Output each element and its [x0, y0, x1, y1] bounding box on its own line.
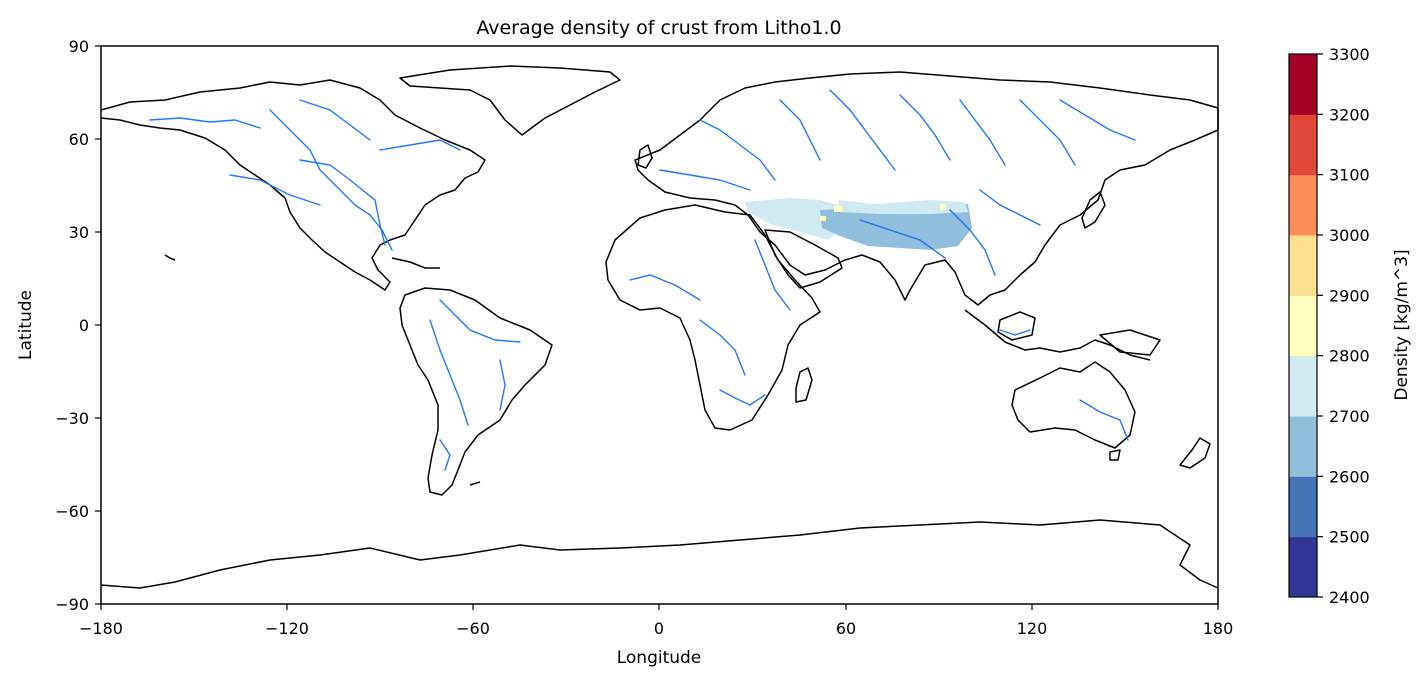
- y-axis-label: Latitude: [16, 290, 36, 360]
- x-tick: −60: [456, 604, 490, 638]
- x-axis: −180 −120 −60 0 60 120 180 Longitude: [79, 604, 1233, 668]
- x-tick: 120: [1017, 604, 1048, 638]
- x-tick-label: −180: [79, 619, 123, 638]
- x-tick: 180: [1203, 604, 1234, 638]
- colorbar-tick-label: 3000: [1329, 226, 1370, 245]
- colorbar-segment: [1289, 416, 1317, 477]
- y-tick: 60: [69, 130, 101, 149]
- colorbar-tick-label: 2500: [1329, 528, 1370, 547]
- y-tick: 0: [79, 316, 101, 335]
- colorbar-ticks: 2400 2500 2600 2700 2800 2900 3000 3100 3200 3300: [1317, 45, 1370, 607]
- colorbar-tick-label: 3100: [1329, 166, 1370, 185]
- y-tick-label: −60: [55, 502, 89, 521]
- colorbar-segment: [1289, 175, 1317, 236]
- colorbar-segment: [1289, 295, 1317, 356]
- y-axis: 90 60 30 0 −30 −60 −90 Latitude: [16, 37, 101, 614]
- x-tick: 60: [836, 604, 856, 638]
- colorbar: 2400 2500 2600 2700 2800 2900 3000 3100 3200 3300…: [1289, 45, 1412, 607]
- x-axis-label: Longitude: [617, 648, 702, 668]
- colorbar-tick-label: 2800: [1329, 347, 1370, 366]
- x-tick: −120: [265, 604, 309, 638]
- y-tick: 30: [69, 223, 101, 242]
- colorbar-segment: [1289, 537, 1317, 598]
- heatmap-high-1: [834, 206, 842, 212]
- y-tick-label: 0: [79, 316, 89, 335]
- x-tick-label: −120: [265, 619, 309, 638]
- colorbar-tick-label: 3200: [1329, 105, 1370, 124]
- y-tick: −90: [55, 595, 101, 614]
- map-area: [101, 46, 1218, 604]
- colorbar-segment: [1289, 235, 1317, 296]
- colorbar-tick-label: 2400: [1329, 588, 1370, 607]
- y-tick: −30: [55, 409, 101, 428]
- y-tick-label: 90: [69, 37, 89, 56]
- chart-title: Average density of crust from Litho1.0: [476, 17, 841, 39]
- colorbar-segment: [1289, 356, 1317, 417]
- colorbar-segment: [1289, 54, 1317, 115]
- y-tick-label: −90: [55, 595, 89, 614]
- x-tick: 0: [654, 604, 664, 638]
- colorbar-tick-label: 2900: [1329, 286, 1370, 305]
- y-tick-label: 30: [69, 223, 89, 242]
- x-tick-label: 60: [836, 619, 856, 638]
- y-tick-label: 60: [69, 130, 89, 149]
- y-tick: −60: [55, 502, 101, 521]
- x-tick-label: 180: [1203, 619, 1234, 638]
- x-tick-label: 0: [654, 619, 664, 638]
- colorbar-tick-label: 2600: [1329, 467, 1370, 486]
- colorbar-tick-label: 2700: [1329, 407, 1370, 426]
- colorbar-tick-label: 3300: [1329, 45, 1370, 64]
- colorbar-segment: [1289, 476, 1317, 537]
- x-tick-label: −60: [456, 619, 490, 638]
- heatmap-high-2: [940, 204, 946, 210]
- y-tick: 90: [69, 37, 101, 56]
- heatmap-high-3: [820, 216, 826, 221]
- x-tick-label: 120: [1017, 619, 1048, 638]
- colorbar-segment: [1289, 114, 1317, 175]
- y-tick-label: −30: [55, 409, 89, 428]
- colorbar-label: Density [kg/m^3]: [1392, 249, 1412, 400]
- colorbar-segments: [1289, 54, 1317, 598]
